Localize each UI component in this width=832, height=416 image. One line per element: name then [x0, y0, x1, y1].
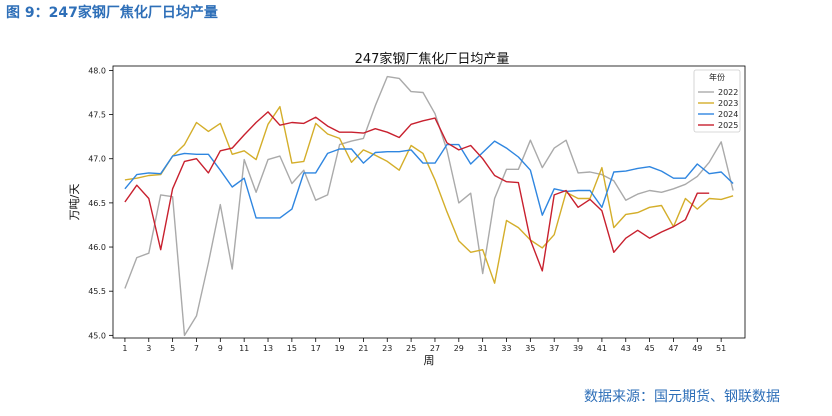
series-line-2025: [124, 111, 710, 272]
x-tick-label: 29: [454, 344, 464, 353]
series-line-2023: [124, 105, 734, 284]
x-tick-label: 31: [478, 344, 488, 353]
figure-caption: 图 9：247家钢厂焦化厂日均产量: [6, 5, 218, 21]
y-tick-label: 45.5: [88, 287, 106, 296]
x-tick-label: 15: [287, 344, 297, 353]
x-tick-label: 3: [146, 344, 151, 353]
x-tick-label: 19: [334, 344, 344, 353]
x-tick-label: 49: [692, 344, 702, 353]
y-tick-label: 46.0: [88, 243, 106, 252]
x-tick-label: 23: [382, 344, 392, 353]
y-tick-label: 47.5: [88, 111, 106, 120]
x-tick-label: 33: [501, 344, 511, 353]
x-axis: 1 3 5 7 9 11 13 15 17 19 21 23 25 27 29 31 33 35 37 39 41 43 4…: [122, 338, 726, 353]
y-tick-label: 46.5: [88, 199, 106, 208]
x-tick-label: 7: [194, 344, 199, 353]
x-tick-label: 51: [716, 344, 726, 353]
legend-label-2024: 2024: [718, 110, 738, 119]
x-tick-label: 1: [122, 344, 127, 353]
series-lines: [124, 75, 734, 337]
y-tick-label: 47.0: [88, 155, 106, 164]
y-axis: 45.0 45.5 46.0 46.5 47.0 47.5 48.0: [88, 66, 113, 340]
y-tick-label: 45.0: [88, 331, 106, 340]
x-tick-label: 5: [170, 344, 175, 353]
x-tick-label: 9: [218, 344, 223, 353]
legend: 年份 2022 2023 2024 2025: [693, 69, 741, 133]
x-tick-label: 37: [549, 344, 559, 353]
data-source-note: 数据来源：国元期货、钢联数据: [584, 389, 780, 405]
series-line-2022: [124, 75, 734, 337]
x-tick-label: 21: [358, 344, 368, 353]
legend-box: [693, 69, 741, 133]
x-tick-label: 43: [621, 344, 631, 353]
x-tick-label: 35: [525, 344, 535, 353]
y-axis-label: 万吨/天: [68, 184, 81, 221]
legend-title: 年份: [709, 72, 725, 82]
x-axis-label: 周: [424, 354, 435, 367]
x-tick-label: 11: [239, 344, 249, 353]
plot-area: [112, 65, 746, 339]
x-tick-label: 47: [668, 344, 678, 353]
legend-label-2022: 2022: [718, 88, 738, 97]
legend-label-2023: 2023: [718, 99, 738, 108]
chart-title: 247家钢厂焦化厂日均产量: [355, 51, 510, 67]
x-tick-label: 17: [311, 344, 321, 353]
y-tick-label: 48.0: [88, 66, 106, 75]
x-tick-label: 25: [406, 344, 416, 353]
series-line-2024: [124, 140, 734, 219]
x-tick-label: 45: [645, 344, 655, 353]
legend-label-2025: 2025: [718, 121, 738, 130]
x-tick-label: 27: [430, 344, 440, 353]
x-tick-label: 13: [263, 344, 273, 353]
x-tick-label: 41: [597, 344, 607, 353]
x-tick-label: 39: [573, 344, 583, 353]
